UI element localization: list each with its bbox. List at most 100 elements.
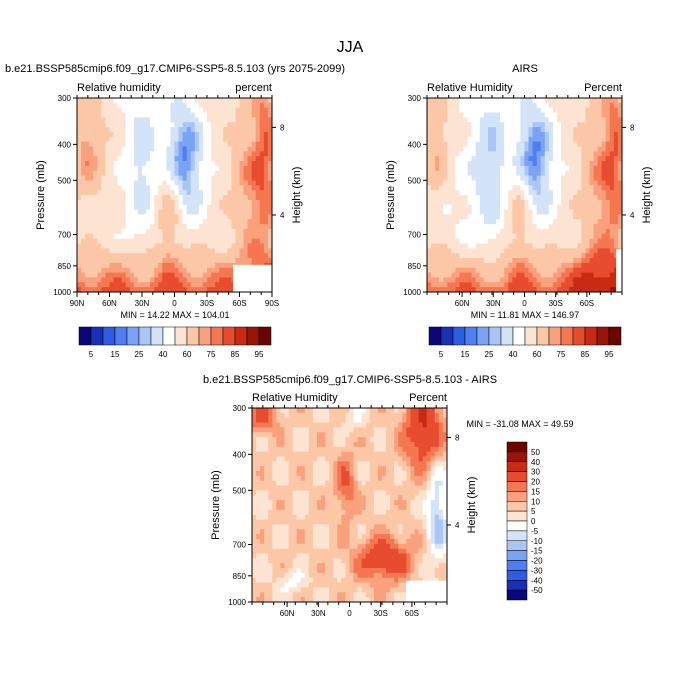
heatmap-cell	[162, 233, 167, 240]
heatmap-cell	[133, 253, 139, 259]
heatmap-cell	[475, 277, 481, 283]
heatmap-cell	[308, 529, 314, 535]
heatmap-cell	[532, 209, 538, 215]
heatmap-cell	[500, 127, 505, 133]
heatmap-cell	[605, 238, 611, 244]
heatmap-cell	[231, 224, 236, 230]
heatmap-cell	[251, 102, 257, 109]
heatmap-cell	[443, 272, 448, 278]
heatmap-cell	[548, 131, 554, 138]
heatmap-cell	[109, 180, 114, 186]
heatmap-cell	[121, 199, 127, 206]
heatmap-cell	[613, 214, 619, 220]
heatmap-cell	[601, 277, 607, 283]
heatmap-cell	[540, 102, 546, 109]
heatmap-cell	[337, 534, 342, 540]
heatmap-cell	[483, 199, 489, 206]
heatmap-cell	[451, 107, 456, 113]
heatmap-cell	[259, 233, 265, 240]
heatmap-cell	[585, 277, 590, 283]
heatmap-cell	[304, 568, 310, 574]
heatmap-cell	[296, 568, 302, 574]
heatmap-cell	[292, 558, 298, 564]
heatmap-cell	[427, 224, 432, 230]
heatmap-cell	[508, 262, 513, 269]
heatmap-cell	[524, 228, 529, 235]
heatmap-cell	[255, 117, 261, 123]
heatmap-cell	[467, 156, 473, 162]
heatmap-cell	[239, 219, 244, 225]
heatmap-cell	[223, 224, 228, 230]
heatmap-cell	[267, 180, 273, 186]
heatmap-cell	[524, 107, 529, 113]
heatmap-cell	[162, 258, 167, 264]
heatmap-cell	[174, 209, 179, 215]
heatmap-cell	[284, 524, 289, 530]
heatmap-cell	[435, 180, 440, 186]
heatmap-cell	[492, 209, 497, 215]
heatmap-cell	[304, 432, 310, 438]
heatmap-cell	[178, 195, 184, 201]
heatmap-cell	[182, 170, 188, 176]
heatmap-cell	[211, 151, 216, 157]
colorbar-label: 40	[509, 350, 518, 359]
heatmap-cell	[81, 156, 86, 162]
heatmap-cell	[235, 248, 240, 254]
heatmap-cell	[524, 243, 529, 249]
heatmap-cell	[174, 233, 179, 240]
heatmap-cell	[300, 441, 306, 448]
heatmap-cell	[93, 141, 98, 147]
heatmap-cell	[260, 471, 265, 477]
heatmap-cell	[85, 112, 90, 118]
heatmap-cell	[109, 107, 114, 113]
heatmap-cell	[593, 204, 599, 210]
heatmap-cell	[255, 98, 261, 104]
heatmap-cell	[113, 156, 119, 162]
heatmap-cell	[508, 282, 513, 288]
heatmap-cell	[520, 219, 525, 225]
heatmap-cell	[577, 180, 582, 186]
heatmap-cell	[308, 553, 314, 559]
heatmap-cell	[467, 253, 473, 259]
panel-diff-title: b.e21.BSSP585cmip6.f09_g17.CMIP6-SSP5-8.…	[203, 374, 497, 386]
heatmap-cell	[186, 156, 192, 162]
heatmap-cell	[345, 509, 350, 516]
heatmap-cell	[105, 190, 110, 196]
heatmap-cell	[540, 258, 546, 264]
heatmap-cell	[500, 141, 505, 147]
heatmap-cell	[483, 267, 489, 273]
heatmap-cell	[431, 228, 436, 235]
heatmap-cell	[154, 277, 159, 283]
heatmap-cell	[496, 151, 501, 157]
heatmap-cell	[239, 146, 244, 152]
heatmap-cell	[609, 165, 615, 172]
heatmap-cell	[528, 253, 534, 259]
heatmap-cell	[186, 258, 192, 264]
heatmap-cell	[154, 258, 159, 264]
heatmap-cell	[109, 112, 114, 118]
heatmap-cell	[190, 224, 196, 230]
heatmap-cell	[516, 98, 521, 104]
heatmap-cell	[601, 190, 607, 196]
heatmap-cell	[504, 127, 509, 133]
heatmap-cell	[186, 117, 192, 123]
heatmap-cell	[113, 141, 119, 147]
heatmap-cell	[252, 412, 257, 419]
heatmap-cell	[321, 446, 326, 453]
heatmap-cell	[508, 204, 513, 210]
heatmap-cell	[312, 446, 318, 453]
heatmap-cell	[296, 490, 302, 496]
heatmap-cell	[463, 219, 469, 225]
heatmap-cell	[565, 209, 570, 215]
heatmap-cell	[512, 228, 517, 235]
heatmap-cell	[337, 509, 342, 516]
heatmap-cell	[170, 277, 175, 283]
heatmap-cell	[207, 156, 212, 162]
heatmap-cell	[573, 136, 578, 143]
heatmap-cell	[121, 98, 127, 104]
heatmap-cell	[231, 199, 236, 206]
heatmap-cell	[93, 146, 98, 152]
heatmap-cell	[471, 209, 477, 215]
heatmap-cell	[93, 151, 98, 157]
heatmap-cell	[455, 131, 460, 138]
